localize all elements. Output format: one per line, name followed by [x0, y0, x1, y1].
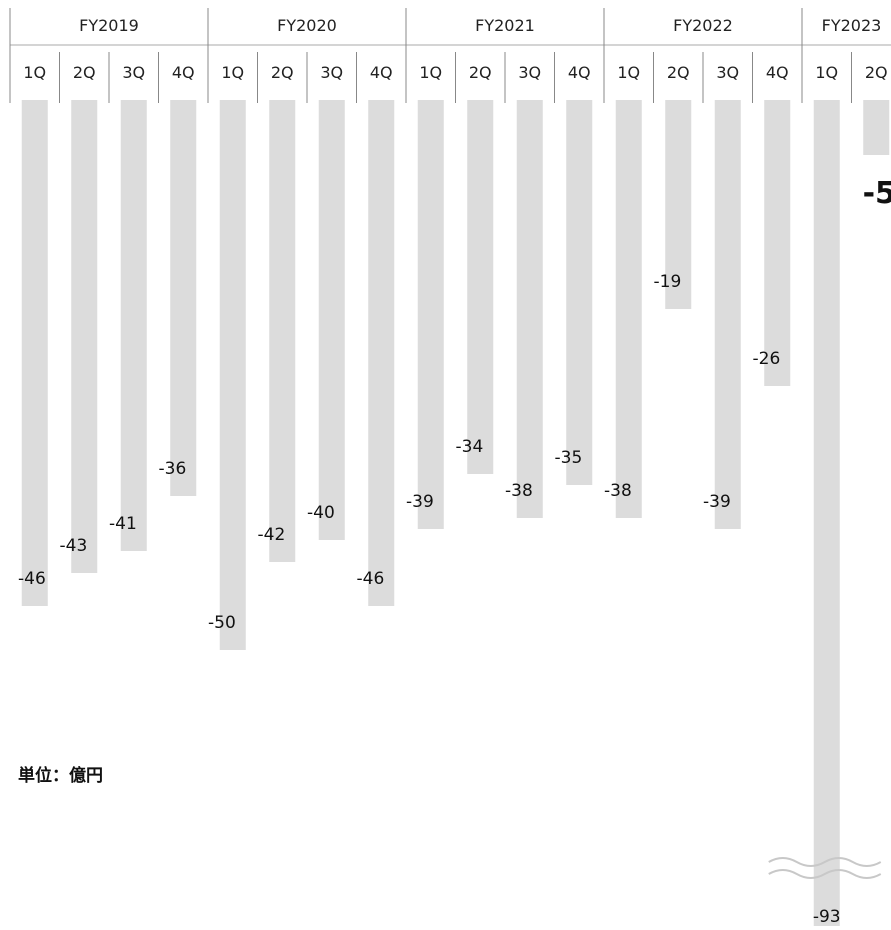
- value-label: -46: [18, 569, 46, 589]
- quarter-label: 3Q: [320, 63, 343, 82]
- fiscal-year-label: FY2020: [277, 16, 337, 35]
- value-label: -50: [208, 613, 236, 633]
- bar: [318, 100, 345, 540]
- value-label: -19: [654, 272, 682, 292]
- quarter-label: 3Q: [716, 63, 739, 82]
- bar: [615, 100, 642, 518]
- value-label: -34: [456, 437, 484, 457]
- quarter-label: 1Q: [221, 63, 244, 82]
- value-label: -35: [555, 448, 583, 468]
- value-label: -39: [703, 492, 731, 512]
- unit-label: 単位：億円: [18, 765, 103, 786]
- quarter-label: 1Q: [815, 63, 838, 82]
- bar: [863, 100, 890, 155]
- bar: [764, 100, 791, 386]
- value-labels-group: -46 -43 -41 -36 -50 -42 -40 -46 -39 -34 -38 -35 -38 -…: [18, 176, 891, 927]
- value-label: -42: [258, 525, 286, 545]
- axis-break-mark: [768, 857, 882, 867]
- value-label: -39: [406, 492, 434, 512]
- bar: [714, 100, 741, 529]
- value-label: -40: [307, 503, 335, 523]
- value-label: -41: [109, 514, 137, 534]
- quarter-label: 2Q: [667, 63, 690, 82]
- bar: [120, 100, 147, 551]
- quarter-label: 2Q: [865, 63, 888, 82]
- fiscal-year-label: FY2023: [822, 16, 882, 35]
- bar: [813, 100, 840, 926]
- bar: [21, 100, 48, 606]
- value-label: -43: [60, 536, 88, 556]
- value-label: -36: [159, 459, 187, 479]
- quarter-label: 1Q: [617, 63, 640, 82]
- quarter-label: 4Q: [370, 63, 393, 82]
- value-label: -93: [813, 907, 841, 927]
- quarter-label: 1Q: [419, 63, 442, 82]
- quarter-label: 2Q: [73, 63, 96, 82]
- quarter-label: 3Q: [518, 63, 541, 82]
- quarter-label: 1Q: [23, 63, 46, 82]
- bar: [467, 100, 494, 474]
- value-label: -38: [604, 481, 632, 501]
- bar: [516, 100, 543, 518]
- bar: [368, 100, 395, 606]
- bar: [219, 100, 246, 650]
- fiscal-year-label: FY2019: [79, 16, 139, 35]
- bar: [269, 100, 296, 562]
- fiscal-year-label: FY2022: [673, 16, 733, 35]
- bars-group: [21, 100, 890, 926]
- quarter-label: 3Q: [122, 63, 145, 82]
- bar: [566, 100, 593, 485]
- value-label: -46: [357, 569, 385, 589]
- bar: [170, 100, 197, 496]
- axis-break-mark: [768, 869, 882, 879]
- fiscal-year-label: FY2021: [475, 16, 535, 35]
- chart-header: FY2019 FY2020 FY2021 FY2022 FY2023 1Q 2Q 3Q 4Q 1Q…: [9, 8, 891, 103]
- quarter-label: 2Q: [271, 63, 294, 82]
- value-label: -38: [505, 481, 533, 501]
- bar: [417, 100, 444, 529]
- quarter-label: 2Q: [469, 63, 492, 82]
- bar: [665, 100, 692, 309]
- quarter-label: 4Q: [568, 63, 591, 82]
- value-label: -5: [863, 176, 891, 211]
- value-label: -26: [753, 349, 781, 369]
- quarter-label: 4Q: [172, 63, 195, 82]
- bar: [71, 100, 98, 573]
- quarter-label: 4Q: [766, 63, 789, 82]
